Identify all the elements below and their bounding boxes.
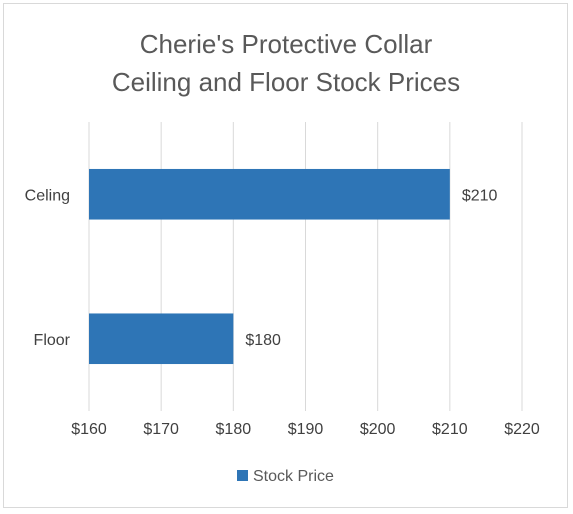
- chart-title-line-2: Ceiling and Floor Stock Prices: [112, 67, 460, 97]
- x-tick-label: $220: [504, 421, 540, 438]
- x-tick-label: $160: [71, 421, 107, 438]
- chart-frame: Cherie's Protective Collar Ceiling and F…: [3, 3, 568, 508]
- bar: [89, 168, 450, 220]
- x-tick-label: $200: [360, 421, 396, 438]
- bar: [89, 313, 234, 365]
- x-tick-labels: $160 $170 $180 $190 $200 $210 $220: [71, 421, 540, 438]
- legend: Stock Price: [237, 468, 334, 485]
- legend-swatch: [237, 470, 248, 481]
- data-labels: $210 $180: [245, 187, 497, 349]
- chart-title-line-1: Cherie's Protective Collar: [140, 29, 433, 59]
- category-label: Celing: [25, 187, 70, 204]
- category-labels: Celing Floor: [25, 187, 71, 349]
- data-label: $180: [245, 332, 281, 349]
- chart-svg: Cherie's Protective Collar Ceiling and F…: [25, 29, 540, 485]
- x-tick-label: $210: [432, 421, 468, 438]
- x-tick-label: $170: [143, 421, 179, 438]
- data-label: $210: [462, 187, 498, 204]
- legend-label: Stock Price: [253, 468, 334, 485]
- x-tick-label: $190: [288, 421, 324, 438]
- category-label: Floor: [34, 332, 71, 349]
- x-tick-label: $180: [216, 421, 252, 438]
- bars: [89, 168, 450, 365]
- gridlines: [88, 122, 523, 411]
